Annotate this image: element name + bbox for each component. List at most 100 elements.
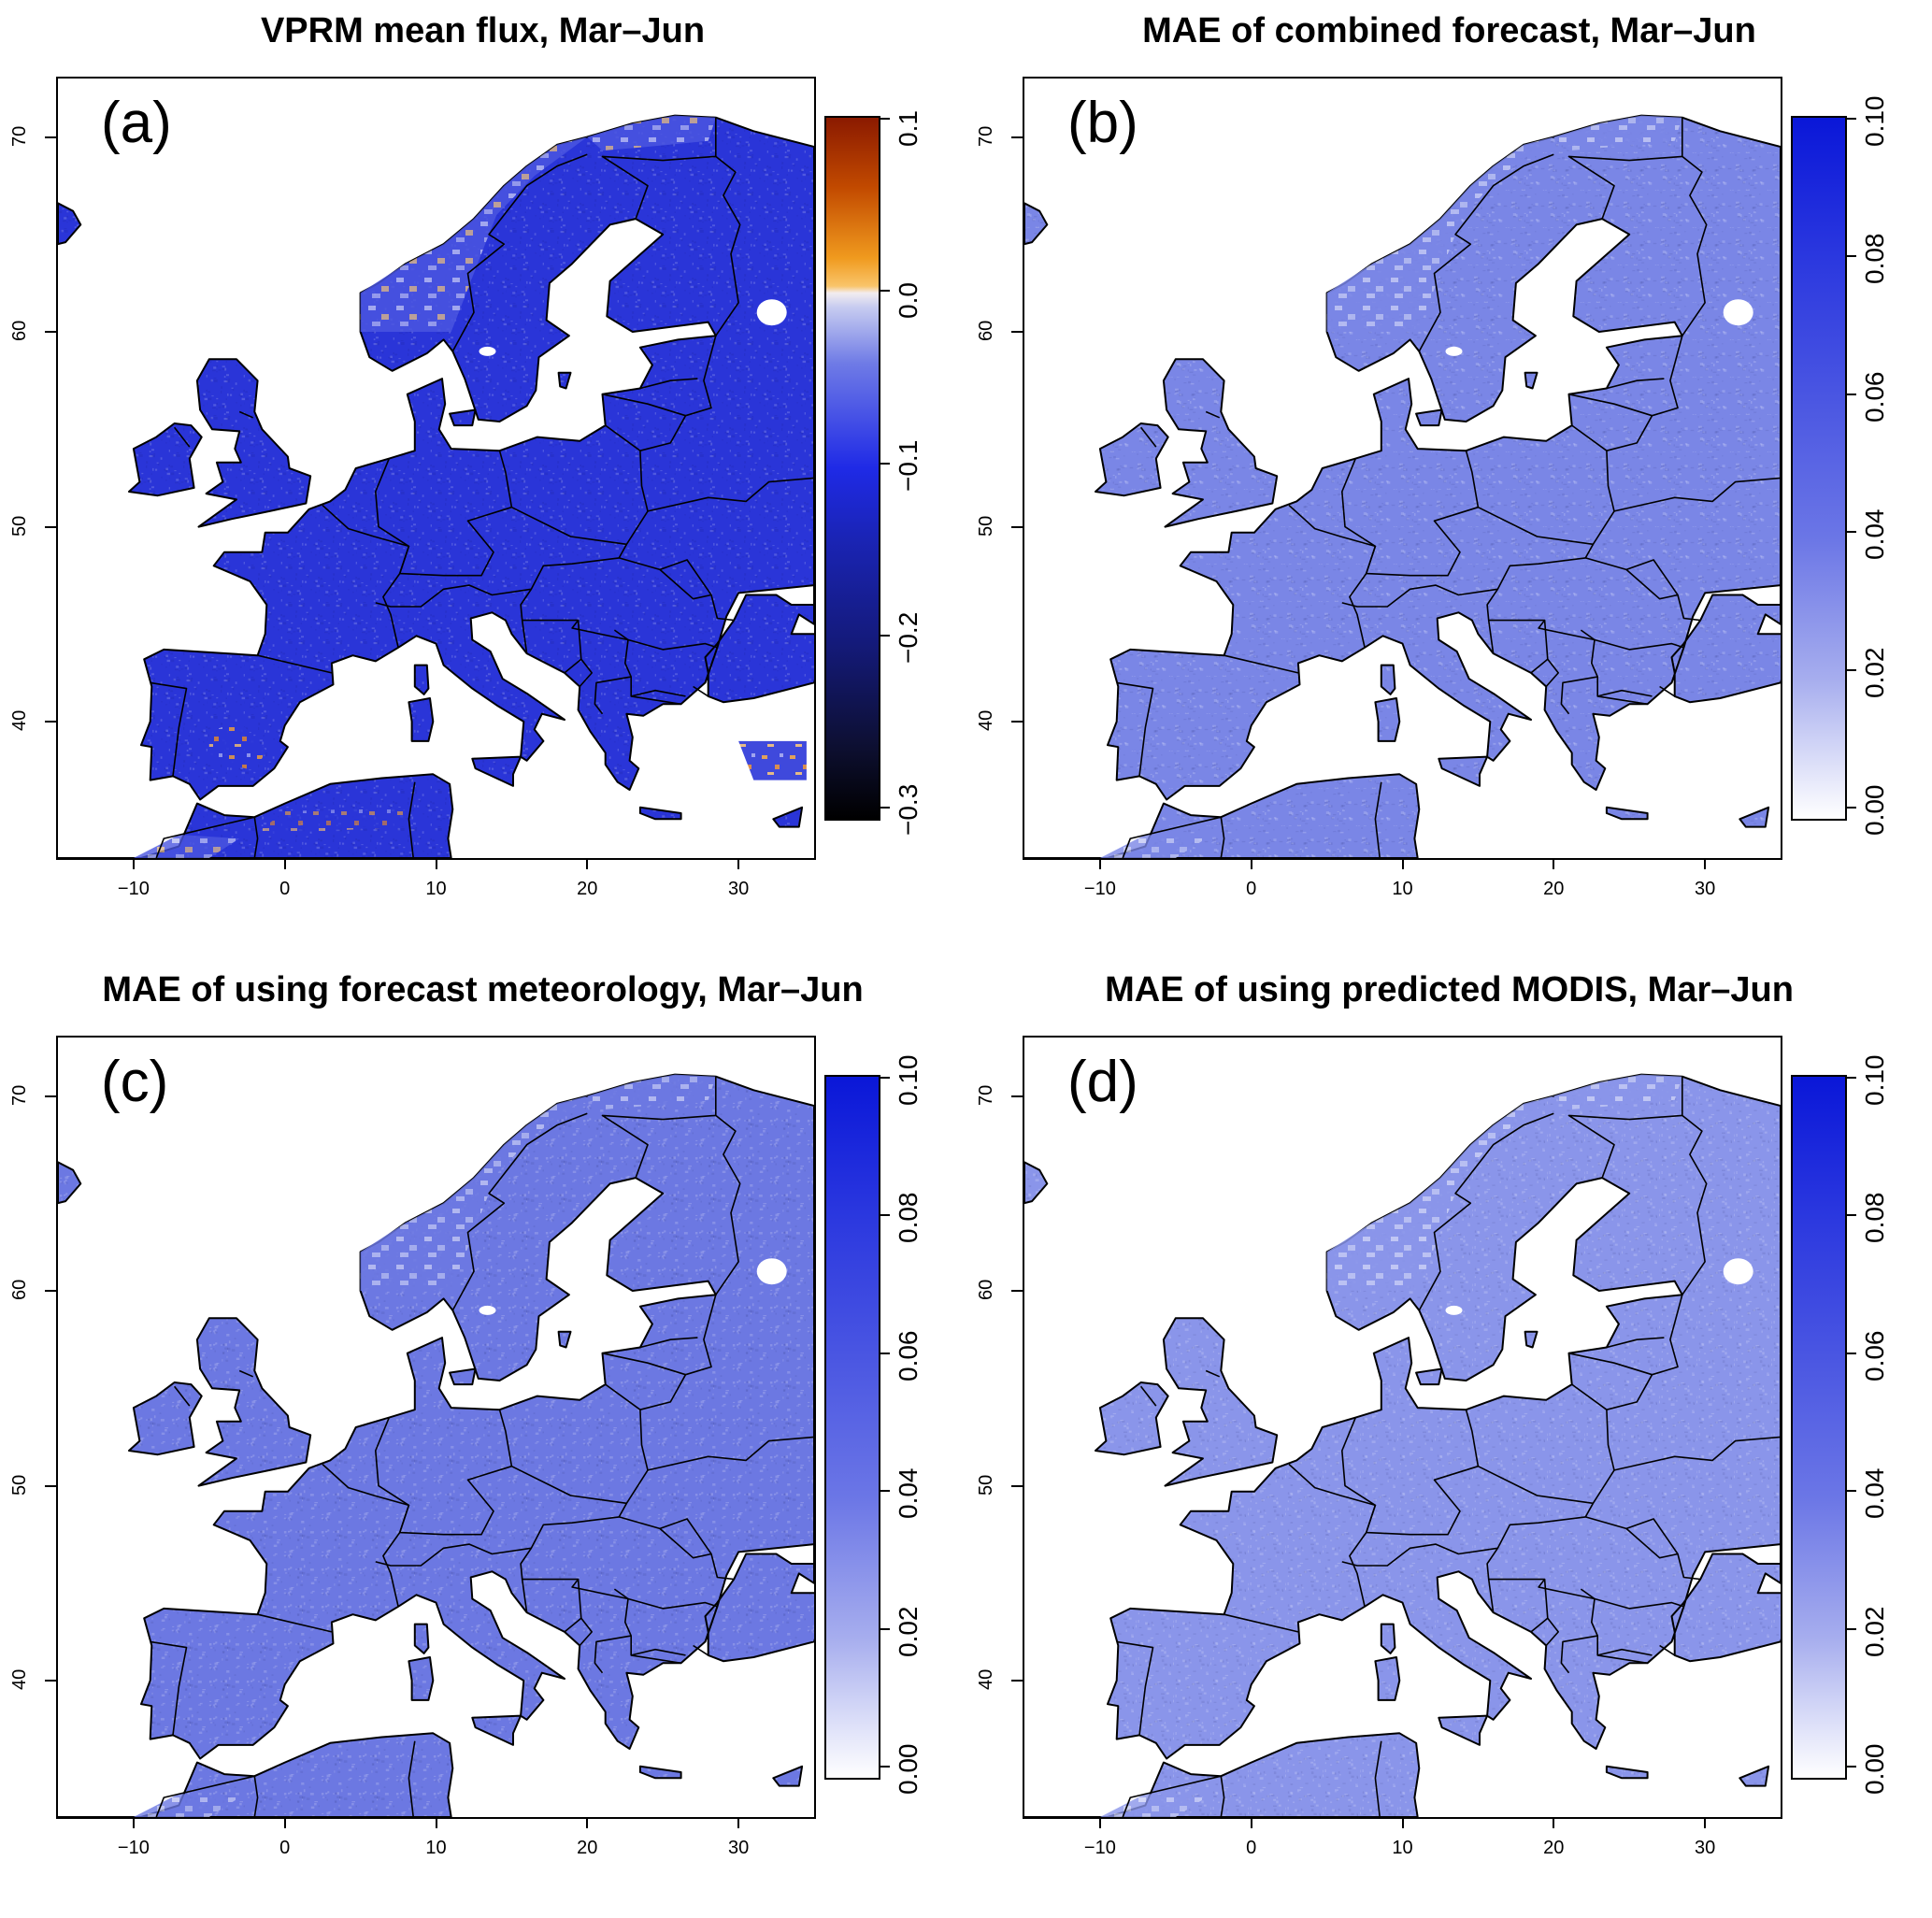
colorbar-tick bbox=[879, 1627, 890, 1630]
y-tick bbox=[45, 525, 56, 528]
y-tick-label: 50 bbox=[9, 1474, 30, 1496]
y-tick-label: 50 bbox=[9, 515, 30, 537]
colorbar-tick-label: −0.3 bbox=[894, 783, 923, 836]
colorbar-tick-label: 0.08 bbox=[894, 1192, 923, 1244]
y-tick-label: 60 bbox=[976, 1279, 996, 1301]
colorbar-tick bbox=[879, 807, 890, 809]
x-tick-label: −10 bbox=[117, 879, 150, 899]
colorbar bbox=[1791, 116, 1847, 821]
panel-label: (b) bbox=[1067, 91, 1138, 155]
colorbar-tick-label: 0.06 bbox=[894, 1330, 923, 1381]
colorbar-tick-label: −0.1 bbox=[894, 439, 923, 492]
x-tick bbox=[132, 1817, 135, 1828]
y-tick-label: 60 bbox=[9, 320, 30, 342]
y-tick bbox=[45, 1680, 56, 1682]
x-tick-label: 0 bbox=[279, 879, 291, 899]
colorbar-tick-label: 0.02 bbox=[894, 1606, 923, 1657]
x-axis: −10 0 10 20 30 bbox=[58, 858, 814, 914]
x-tick-label: −10 bbox=[1083, 1838, 1116, 1858]
panel-title: MAE of combined forecast, Mar–Jun bbox=[1142, 11, 1756, 50]
y-axis: 40 50 60 70 bbox=[0, 79, 56, 858]
colorbar bbox=[1791, 1075, 1847, 1780]
y-tick-label: 60 bbox=[976, 320, 996, 342]
map-plot-area: (c) bbox=[56, 1036, 816, 1819]
x-tick bbox=[283, 1817, 286, 1828]
map-plot-area: (d) bbox=[1023, 1036, 1782, 1819]
map-panel: VPRM mean flux, Mar–Jun (a) −10 0 10 20 30 40 50… bbox=[0, 0, 966, 959]
y-tick bbox=[45, 721, 56, 723]
colorbar-tick bbox=[1845, 255, 1856, 258]
x-tick bbox=[1401, 858, 1404, 869]
x-tick-label: 30 bbox=[727, 1838, 750, 1858]
y-tick bbox=[1011, 1095, 1023, 1097]
y-tick bbox=[1011, 1290, 1023, 1293]
x-axis: −10 0 10 20 30 bbox=[1024, 858, 1781, 914]
y-tick bbox=[1011, 525, 1023, 528]
x-tick bbox=[1553, 1817, 1555, 1828]
colorbar-tick bbox=[1845, 531, 1856, 534]
panel-label: (a) bbox=[101, 91, 172, 155]
x-tick-label: 30 bbox=[727, 879, 750, 899]
x-tick-label: 30 bbox=[1694, 1838, 1716, 1858]
colorbar-tick bbox=[1845, 1352, 1856, 1354]
y-tick bbox=[1011, 1680, 1023, 1682]
colorbar-tick-label: 0.08 bbox=[1860, 233, 1889, 285]
x-tick-label: −10 bbox=[117, 1838, 150, 1858]
colorbar-ticks: 0.10 0.08 0.06 0.04 0.02 0.00 bbox=[1845, 96, 1920, 836]
colorbar-tick-label: 0.06 bbox=[1860, 371, 1889, 422]
x-tick bbox=[435, 1817, 437, 1828]
europe-map bbox=[1024, 1073, 1781, 1817]
x-tick bbox=[586, 858, 589, 869]
x-tick bbox=[132, 858, 135, 869]
x-tick-label: −10 bbox=[1083, 879, 1116, 899]
colorbar-tick-label: 0.00 bbox=[894, 1743, 923, 1796]
x-tick bbox=[1098, 1817, 1101, 1828]
colorbar-tick-label: 0.10 bbox=[894, 1054, 923, 1107]
colorbar-tick-label: 0.04 bbox=[1860, 508, 1889, 561]
y-axis: 40 50 60 70 bbox=[966, 79, 1023, 858]
europe-map bbox=[58, 1073, 814, 1817]
y-tick bbox=[1011, 136, 1023, 138]
y-axis: 40 50 60 70 bbox=[0, 1038, 56, 1817]
panel-title: MAE of using forecast meteorology, Mar–J… bbox=[102, 970, 864, 1009]
x-tick-label: 30 bbox=[1694, 879, 1716, 899]
colorbar-tick bbox=[1845, 1490, 1856, 1493]
x-tick bbox=[737, 1817, 740, 1828]
x-tick bbox=[1704, 858, 1707, 869]
x-tick bbox=[283, 858, 286, 869]
colorbar-tick bbox=[879, 1766, 890, 1768]
colorbar-tick-label: 0.06 bbox=[1860, 1330, 1889, 1381]
colorbar-tick bbox=[1845, 668, 1856, 671]
x-tick-label: 0 bbox=[1246, 879, 1257, 899]
x-tick bbox=[737, 858, 740, 869]
colorbar-tick-label: 0.10 bbox=[1860, 1054, 1889, 1107]
map-plot-area: (a) bbox=[56, 77, 816, 860]
colorbar-tick-label: 0.04 bbox=[894, 1467, 923, 1520]
panel-label: (c) bbox=[101, 1050, 169, 1114]
y-axis: 40 50 60 70 bbox=[966, 1038, 1023, 1817]
colorbar-tick bbox=[1845, 393, 1856, 395]
x-tick-label: 0 bbox=[1246, 1838, 1257, 1858]
y-tick bbox=[45, 1095, 56, 1097]
y-tick-label: 60 bbox=[9, 1279, 30, 1301]
colorbar-tick bbox=[879, 634, 890, 637]
panel-title: VPRM mean flux, Mar–Jun bbox=[260, 11, 706, 50]
y-tick-label: 50 bbox=[976, 515, 996, 537]
x-tick-label: 10 bbox=[1392, 879, 1413, 899]
map-plot-area: (b) bbox=[1023, 77, 1782, 860]
x-tick-label: 10 bbox=[425, 879, 447, 899]
colorbar-tick bbox=[879, 462, 890, 465]
europe-map bbox=[58, 114, 814, 858]
x-tick bbox=[1098, 858, 1101, 869]
colorbar-tick bbox=[879, 1214, 890, 1217]
colorbar-tick bbox=[879, 118, 890, 120]
y-tick-label: 70 bbox=[976, 125, 996, 147]
y-tick bbox=[45, 331, 56, 334]
colorbar-tick-label: 0.08 bbox=[1860, 1192, 1889, 1244]
x-tick bbox=[1250, 1817, 1252, 1828]
colorbar-tick bbox=[1845, 807, 1856, 809]
x-tick-label: 10 bbox=[1392, 1838, 1413, 1858]
y-tick-label: 40 bbox=[976, 1668, 996, 1691]
y-tick bbox=[45, 1290, 56, 1293]
x-axis: −10 0 10 20 30 bbox=[1024, 1817, 1781, 1873]
